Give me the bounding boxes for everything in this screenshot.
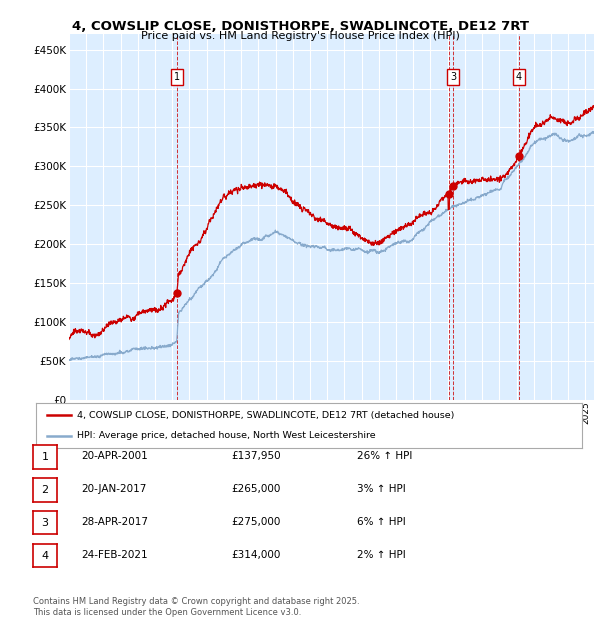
Text: £314,000: £314,000 (231, 550, 280, 560)
Text: 28-APR-2017: 28-APR-2017 (81, 517, 148, 527)
Text: Contains HM Land Registry data © Crown copyright and database right 2025.
This d: Contains HM Land Registry data © Crown c… (33, 598, 359, 617)
Text: 1: 1 (41, 452, 49, 462)
Text: 4: 4 (516, 72, 522, 82)
Text: 20-JAN-2017: 20-JAN-2017 (81, 484, 146, 494)
Text: 4, COWSLIP CLOSE, DONISTHORPE, SWADLINCOTE, DE12 7RT (detached house): 4, COWSLIP CLOSE, DONISTHORPE, SWADLINCO… (77, 410, 454, 420)
Text: 20-APR-2001: 20-APR-2001 (81, 451, 148, 461)
Text: £265,000: £265,000 (231, 484, 280, 494)
Text: £275,000: £275,000 (231, 517, 280, 527)
Text: 24-FEB-2021: 24-FEB-2021 (81, 550, 148, 560)
Text: HPI: Average price, detached house, North West Leicestershire: HPI: Average price, detached house, Nort… (77, 431, 376, 440)
Text: 2% ↑ HPI: 2% ↑ HPI (357, 550, 406, 560)
Text: 3: 3 (41, 518, 49, 528)
Text: 26% ↑ HPI: 26% ↑ HPI (357, 451, 412, 461)
Text: £137,950: £137,950 (231, 451, 281, 461)
Text: Price paid vs. HM Land Registry's House Price Index (HPI): Price paid vs. HM Land Registry's House … (140, 31, 460, 41)
Text: 4: 4 (41, 551, 49, 560)
Text: 2: 2 (41, 485, 49, 495)
Text: 3: 3 (451, 72, 457, 82)
Text: 3% ↑ HPI: 3% ↑ HPI (357, 484, 406, 494)
Text: 1: 1 (175, 72, 181, 82)
Text: 4, COWSLIP CLOSE, DONISTHORPE, SWADLINCOTE, DE12 7RT: 4, COWSLIP CLOSE, DONISTHORPE, SWADLINCO… (71, 20, 529, 33)
Text: 6% ↑ HPI: 6% ↑ HPI (357, 517, 406, 527)
